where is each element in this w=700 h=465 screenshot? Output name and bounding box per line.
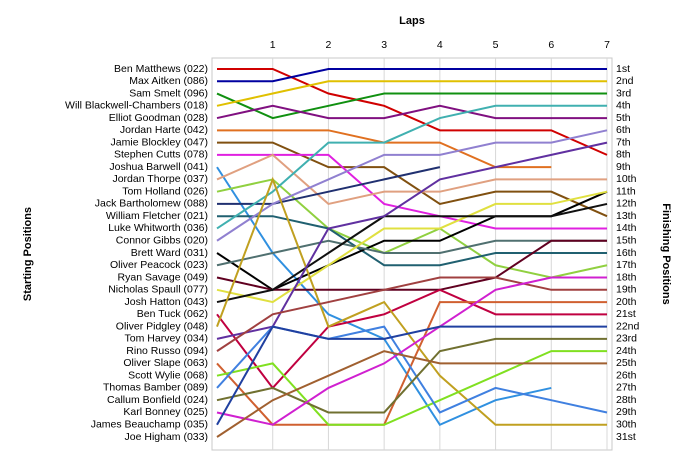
driver-line xyxy=(217,68,607,83)
driver-name: Oliver Pidgley (048) xyxy=(116,320,208,332)
finishing-label: 2nd xyxy=(616,75,634,87)
finishing-label: 28th xyxy=(616,394,637,406)
driver-name: Ben Tuck (062) xyxy=(137,308,208,320)
driver-line xyxy=(216,325,607,426)
driver-line xyxy=(216,288,607,390)
finishing-label: 7th xyxy=(616,136,631,148)
driver-name: Max Aitken (086) xyxy=(129,75,208,87)
finishing-label: 9th xyxy=(616,161,631,173)
finishing-label: 1st xyxy=(616,63,630,75)
finishing-label: 14th xyxy=(616,222,637,234)
driver-line xyxy=(216,129,608,242)
driver-name: Oliver Peacock (023) xyxy=(110,259,208,271)
driver-name: Nicholas Spaull (077) xyxy=(108,284,208,296)
driver-line xyxy=(217,141,608,218)
driver-name: Sam Smelt (096) xyxy=(129,87,208,99)
x-tick-label: 5 xyxy=(493,39,499,51)
finishing-label: 30th xyxy=(616,419,637,431)
x-tick-label: 7 xyxy=(604,39,610,51)
driver-name: Jamie Blockley (047) xyxy=(111,136,208,148)
finishing-label: 18th xyxy=(616,271,637,283)
finishing-label: 4th xyxy=(616,100,631,112)
driver-name: Joshua Barwell (041) xyxy=(109,161,208,173)
driver-line xyxy=(216,202,608,304)
driver-line xyxy=(216,350,607,438)
driver-line xyxy=(217,215,607,267)
driver-line xyxy=(216,276,607,426)
finishing-label: 27th xyxy=(616,382,637,394)
x-tick-label: 6 xyxy=(548,39,554,51)
finishing-label: 15th xyxy=(616,235,637,247)
driver-line xyxy=(217,68,608,156)
finishing-label: 10th xyxy=(616,173,637,185)
x-tick-label: 2 xyxy=(326,39,332,51)
y-axis-title: Starting Positions xyxy=(22,207,34,301)
driver-name: Ben Matthews (022) xyxy=(114,63,208,75)
driver-name: Jack Bartholomew (088) xyxy=(95,198,208,210)
x-tick-label: 4 xyxy=(437,39,443,51)
driver-line xyxy=(216,153,607,206)
driver-name: Stephen Cutts (078) xyxy=(114,149,208,161)
finishing-label: 16th xyxy=(616,247,637,259)
finishing-label: 8th xyxy=(616,149,631,161)
driver-line xyxy=(216,239,607,267)
finishing-label: 11th xyxy=(616,185,636,197)
finishing-label: 29th xyxy=(616,406,637,418)
driver-line xyxy=(216,337,607,414)
driver-line xyxy=(216,350,607,426)
finishing-label: 25th xyxy=(616,357,637,369)
finishing-label: 5th xyxy=(616,112,631,124)
finishing-label: 12th xyxy=(616,198,637,210)
driver-line xyxy=(216,141,608,340)
driver-name: Connor Gibbs (020) xyxy=(116,235,208,247)
y2-axis-title: Finishing Positions xyxy=(660,203,672,304)
driver-name: Joe Higham (033) xyxy=(125,431,208,443)
driver-name: Thomas Bamber (089) xyxy=(103,382,208,394)
x-tick-label: 3 xyxy=(381,39,387,51)
driver-line xyxy=(216,190,608,304)
driver-name: Callum Bonfield (024) xyxy=(107,394,208,406)
driver-line xyxy=(217,153,607,230)
driver-name: Scott Wylie (068) xyxy=(128,369,208,381)
driver-name: Brett Ward (031) xyxy=(131,247,208,259)
finishing-label: 20th xyxy=(616,296,637,308)
driver-name: Jordan Thorpe (037) xyxy=(112,173,208,185)
driver-line xyxy=(216,276,607,352)
chart-title: Laps xyxy=(399,15,425,27)
driver-line xyxy=(216,104,607,230)
driver-name: Josh Hatton (043) xyxy=(125,296,208,308)
driver-name: Rino Russo (094) xyxy=(126,345,208,357)
driver-name: William Fletcher (021) xyxy=(106,210,208,222)
finishing-label: 19th xyxy=(616,284,637,296)
finishing-label: 22nd xyxy=(616,320,640,332)
driver-name: Ryan Savage (049) xyxy=(118,271,208,283)
finishing-label: 21st xyxy=(616,308,636,320)
driver-name: Will Blackwell-Chambers (018) xyxy=(65,100,208,112)
x-tick-label: 1 xyxy=(270,39,276,51)
driver-line xyxy=(216,92,607,120)
driver-line xyxy=(216,80,607,107)
driver-name: Jordan Harte (042) xyxy=(120,124,208,136)
finishing-label: 3rd xyxy=(616,87,631,99)
driver-line xyxy=(216,104,607,120)
finishing-label: 24th xyxy=(616,345,637,357)
driver-name: James Beauchamp (035) xyxy=(91,419,208,431)
driver-line xyxy=(216,301,607,426)
finishing-label: 6th xyxy=(616,124,631,136)
finishing-label: 17th xyxy=(616,259,637,271)
driver-line xyxy=(216,239,607,291)
driver-name: Tom Harvey (034) xyxy=(125,333,208,345)
driver-line xyxy=(216,176,607,426)
driver-name: Karl Bonney (025) xyxy=(123,406,208,418)
driver-name: Elliot Goodman (028) xyxy=(109,112,208,124)
finishing-label: 26th xyxy=(616,369,637,381)
finishing-label: 23rd xyxy=(616,333,637,345)
driver-name: Tom Holland (026) xyxy=(122,185,208,197)
driver-name: Luke Whitworth (036) xyxy=(108,222,208,234)
finishing-label: 13th xyxy=(616,210,637,222)
finishing-label: 31st xyxy=(616,431,636,443)
driver-name: Oliver Slape (063) xyxy=(123,357,208,369)
